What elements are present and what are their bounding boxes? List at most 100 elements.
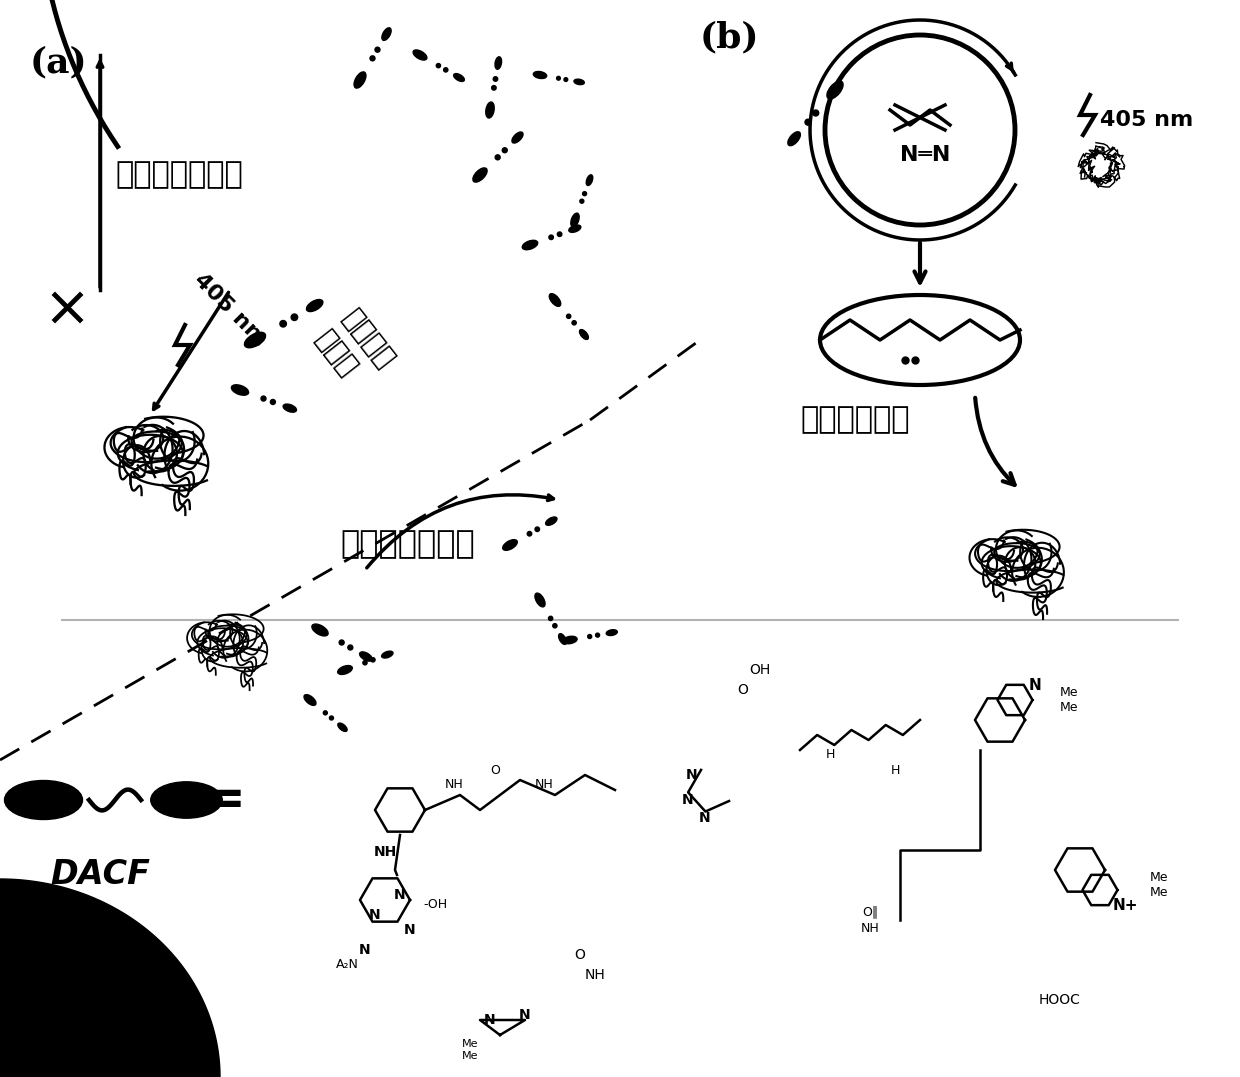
Ellipse shape [558, 633, 567, 644]
Ellipse shape [787, 131, 800, 145]
Circle shape [270, 400, 275, 405]
Circle shape [557, 232, 562, 237]
Circle shape [260, 396, 267, 401]
Circle shape [436, 64, 440, 68]
Ellipse shape [306, 299, 322, 311]
Ellipse shape [827, 81, 843, 99]
Circle shape [567, 314, 570, 319]
Ellipse shape [502, 540, 517, 550]
Text: N═N: N═N [900, 145, 950, 165]
Text: OH: OH [749, 663, 770, 677]
Circle shape [444, 68, 448, 72]
Text: NH: NH [445, 779, 464, 792]
Ellipse shape [495, 57, 501, 69]
Ellipse shape [569, 225, 580, 233]
Circle shape [374, 47, 379, 52]
Ellipse shape [337, 723, 347, 731]
Ellipse shape [337, 666, 352, 674]
Circle shape [557, 76, 560, 80]
Ellipse shape [454, 73, 464, 82]
Ellipse shape [312, 624, 329, 635]
Circle shape [564, 78, 568, 82]
Ellipse shape [5, 781, 83, 820]
Text: DACF: DACF [50, 858, 150, 892]
Ellipse shape [413, 50, 427, 60]
Circle shape [347, 645, 353, 651]
Ellipse shape [522, 240, 538, 250]
Ellipse shape [151, 782, 222, 819]
Ellipse shape [512, 132, 523, 143]
Circle shape [494, 76, 497, 81]
Circle shape [549, 235, 553, 239]
Text: NH: NH [584, 968, 605, 982]
Ellipse shape [563, 637, 577, 644]
Text: Me
Me: Me Me [1149, 871, 1168, 899]
Circle shape [371, 658, 374, 662]
Circle shape [527, 532, 532, 536]
Text: H: H [826, 749, 835, 761]
Circle shape [495, 155, 500, 159]
Text: O∥
NH: O∥ NH [861, 906, 879, 935]
Text: 光感发交
联反应: 光感发交 联反应 [310, 305, 401, 395]
Ellipse shape [244, 333, 265, 348]
Text: 卡宾插入反应: 卡宾插入反应 [800, 406, 909, 434]
Text: NH: NH [373, 845, 397, 859]
Ellipse shape [355, 72, 366, 88]
Text: H: H [890, 764, 900, 777]
Circle shape [370, 56, 374, 60]
Ellipse shape [587, 174, 593, 185]
Ellipse shape [546, 517, 557, 526]
Text: Me
Me: Me Me [461, 1039, 479, 1061]
Text: 405 nm: 405 nm [190, 270, 270, 350]
Circle shape [330, 716, 334, 721]
Text: N+: N+ [1112, 897, 1138, 912]
Ellipse shape [579, 330, 589, 339]
Text: N: N [699, 811, 711, 825]
Text: N: N [404, 923, 415, 937]
Circle shape [553, 624, 557, 628]
Ellipse shape [570, 213, 579, 227]
Text: N: N [370, 908, 381, 922]
Text: N: N [484, 1013, 496, 1027]
Ellipse shape [533, 71, 547, 79]
Ellipse shape [360, 652, 372, 661]
Text: 不易被外排出去: 不易被外排出去 [115, 160, 243, 190]
Ellipse shape [382, 652, 393, 658]
Text: Me
Me: Me Me [1060, 686, 1079, 714]
Circle shape [534, 527, 539, 532]
Text: O: O [490, 764, 500, 777]
Text: N: N [360, 943, 371, 957]
Text: N: N [520, 1008, 531, 1022]
Ellipse shape [606, 630, 618, 635]
Ellipse shape [549, 294, 560, 306]
Circle shape [280, 321, 286, 327]
Ellipse shape [574, 80, 584, 85]
Ellipse shape [283, 404, 296, 412]
Circle shape [491, 85, 496, 90]
Circle shape [291, 314, 298, 321]
Ellipse shape [486, 102, 495, 118]
Circle shape [583, 192, 587, 196]
Circle shape [805, 120, 811, 125]
Text: 容易被外排出去: 容易被外排出去 [340, 530, 475, 560]
Circle shape [572, 321, 577, 325]
Text: N: N [1029, 677, 1042, 693]
Ellipse shape [382, 28, 391, 41]
Ellipse shape [232, 384, 248, 395]
Circle shape [588, 634, 591, 639]
Text: O: O [738, 683, 749, 697]
Circle shape [812, 110, 818, 116]
Text: NH: NH [534, 779, 554, 792]
Text: =: = [205, 777, 246, 824]
Ellipse shape [472, 168, 487, 182]
Text: HOOC: HOOC [1039, 993, 1081, 1007]
Text: N: N [682, 793, 694, 807]
Circle shape [580, 199, 584, 204]
Circle shape [595, 633, 600, 638]
Ellipse shape [534, 593, 546, 607]
Ellipse shape [304, 695, 316, 705]
Circle shape [363, 660, 367, 665]
Text: -OH: -OH [423, 898, 448, 911]
Text: O: O [574, 948, 585, 962]
Text: 405 nm: 405 nm [1100, 110, 1193, 130]
